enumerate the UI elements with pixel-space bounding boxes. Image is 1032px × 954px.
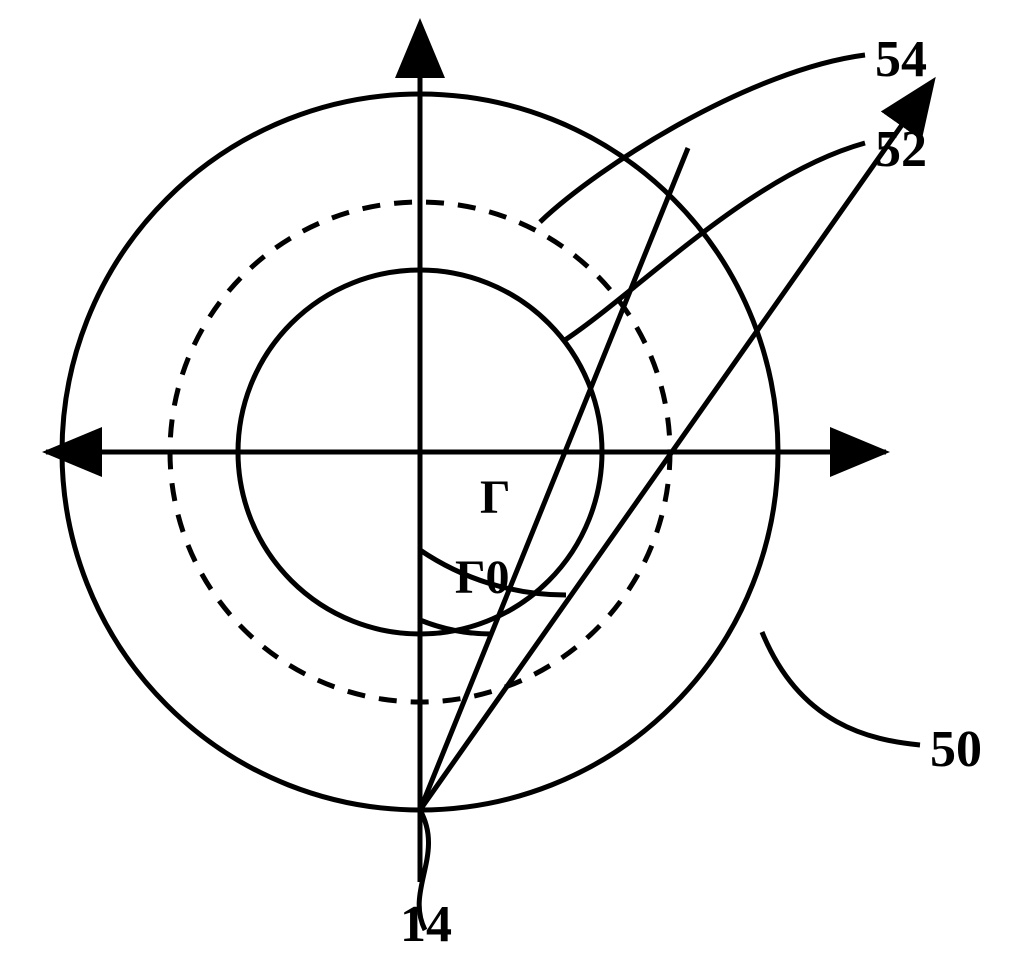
- label-gamma: Γ: [480, 470, 511, 525]
- gamma0-ray: [420, 148, 688, 810]
- label-gamma0: Γ0: [455, 550, 510, 605]
- label-54: 54: [875, 30, 927, 89]
- label-14: 14: [400, 895, 452, 954]
- label-50: 50: [930, 720, 982, 779]
- label-52: 52: [875, 120, 927, 179]
- leader-50: [762, 632, 920, 745]
